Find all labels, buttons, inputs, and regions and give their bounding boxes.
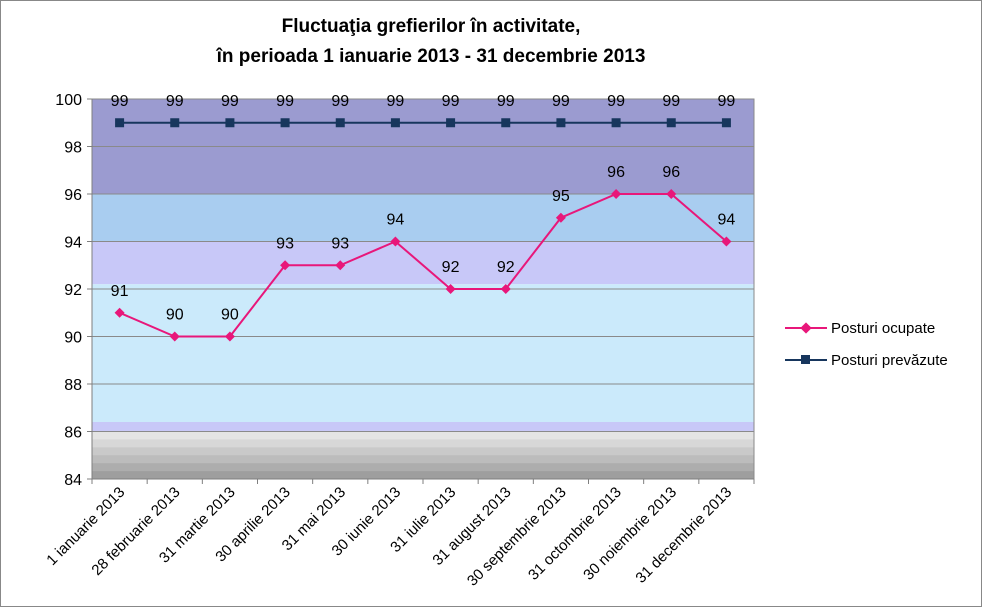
x-tick-label-11: 31 decembrie 2013 xyxy=(632,484,735,587)
y-tick-label-84: 84 xyxy=(64,472,82,489)
series-1-data-label-5: 99 xyxy=(387,93,405,110)
series-1-data-label-9: 99 xyxy=(607,93,625,110)
series-1-point-6 xyxy=(446,118,456,128)
series-1-data-label-7: 99 xyxy=(497,93,515,110)
series-1-point-0 xyxy=(115,118,125,128)
series-1-point-3 xyxy=(280,118,290,128)
series-0-data-label-3: 93 xyxy=(276,235,294,252)
chart-title-line-1: Fluctuaţia grefierilor în activitate, xyxy=(281,16,581,37)
series-0-point-7 xyxy=(500,284,511,294)
series-0-data-label-0: 91 xyxy=(111,283,129,300)
series-0-data-label-11: 94 xyxy=(718,212,736,229)
series-1-point-9 xyxy=(611,118,621,128)
series-1-data-label-11: 99 xyxy=(718,93,736,110)
y-tick-label-86: 86 xyxy=(64,425,82,442)
plot-band-gray-0 xyxy=(92,431,754,440)
series-0-data-label-5: 94 xyxy=(387,212,405,229)
y-tick-label-90: 90 xyxy=(64,330,82,347)
legend-label-posturi-ocupate: Posturi ocupate xyxy=(831,319,936,337)
series-1-data-label-2: 99 xyxy=(221,93,239,110)
legend-swatch-posturi-ocupate xyxy=(783,321,829,335)
series-0-data-label-8: 95 xyxy=(552,188,570,205)
series-0-point-11 xyxy=(721,236,732,247)
series-1-point-4 xyxy=(335,118,345,128)
series-1-point-10 xyxy=(666,118,676,128)
series-0-data-label-2: 90 xyxy=(221,307,239,324)
plot-band-gray-1 xyxy=(92,439,754,448)
series-0-point-4 xyxy=(335,260,346,271)
series-0-point-3 xyxy=(280,260,291,271)
legend-item-posturi-prevazute: Posturi prevăzute xyxy=(783,348,948,372)
plot-band-gray-4 xyxy=(92,463,754,472)
y-tick-label-94: 94 xyxy=(64,235,82,252)
series-0-point-10 xyxy=(666,189,677,199)
y-tick-label-98: 98 xyxy=(64,140,82,157)
series-0-data-label-10: 96 xyxy=(662,164,680,181)
series-1-point-7 xyxy=(501,118,511,128)
series-1-data-label-3: 99 xyxy=(276,93,294,110)
x-tick-label-9: 31 octombrie 2013 xyxy=(525,484,625,584)
series-1-data-label-8: 99 xyxy=(552,93,570,110)
series-0-point-6 xyxy=(445,284,456,294)
plot-band-1 xyxy=(92,194,754,242)
series-1-data-label-1: 99 xyxy=(166,93,184,110)
series-0-point-0 xyxy=(114,307,125,318)
series-1-point-11 xyxy=(721,118,731,128)
series-1-point-5 xyxy=(390,118,400,128)
series-0-point-5 xyxy=(390,236,401,247)
y-tick-label-92: 92 xyxy=(64,282,82,299)
series-0-data-label-6: 92 xyxy=(442,259,460,276)
plot-band-gray-2 xyxy=(92,447,754,456)
chart-title-line-2: în perioada 1 ianuarie 2013 - 31 decembr… xyxy=(216,46,646,67)
plot-band-2 xyxy=(92,241,754,285)
series-0-data-label-9: 96 xyxy=(607,164,625,181)
series-0-data-label-1: 90 xyxy=(166,307,184,324)
legend-item-posturi-ocupate: Posturi ocupate xyxy=(783,316,948,340)
x-tick-label-8: 30 septembrie 2013 xyxy=(464,484,570,590)
series-0-point-1 xyxy=(169,331,180,342)
y-tick-label-88: 88 xyxy=(64,377,82,394)
series-line-0 xyxy=(119,193,728,338)
legend-swatch-posturi-prevazute xyxy=(783,353,829,367)
series-0-point-2 xyxy=(224,331,235,342)
x-tick-label-10: 30 noiembrie 2013 xyxy=(580,484,680,584)
series-1-data-label-6: 99 xyxy=(442,93,460,110)
plot-band-3 xyxy=(92,284,754,422)
series-1-point-8 xyxy=(556,118,566,128)
plot-band-4 xyxy=(92,422,754,432)
plot-band-gray-3 xyxy=(92,455,754,464)
chart-legend: Posturi ocupate Posturi prevăzute xyxy=(783,316,948,380)
series-0-point-8 xyxy=(555,212,566,223)
series-1-data-label-10: 99 xyxy=(662,93,680,110)
series-1-data-label-0: 99 xyxy=(111,93,129,110)
y-tick-label-100: 100 xyxy=(55,92,82,109)
plot-band-gray-5 xyxy=(92,471,754,480)
series-0-data-label-4: 93 xyxy=(331,235,349,252)
series-1-point-1 xyxy=(170,118,180,128)
y-tick-label-96: 96 xyxy=(64,187,82,204)
series-0-data-label-7: 92 xyxy=(497,259,515,276)
legend-label-posturi-prevazute: Posturi prevăzute xyxy=(831,351,948,369)
series-1-point-2 xyxy=(225,118,235,128)
series-1-data-label-4: 99 xyxy=(331,93,349,110)
series-0-point-9 xyxy=(611,189,622,199)
